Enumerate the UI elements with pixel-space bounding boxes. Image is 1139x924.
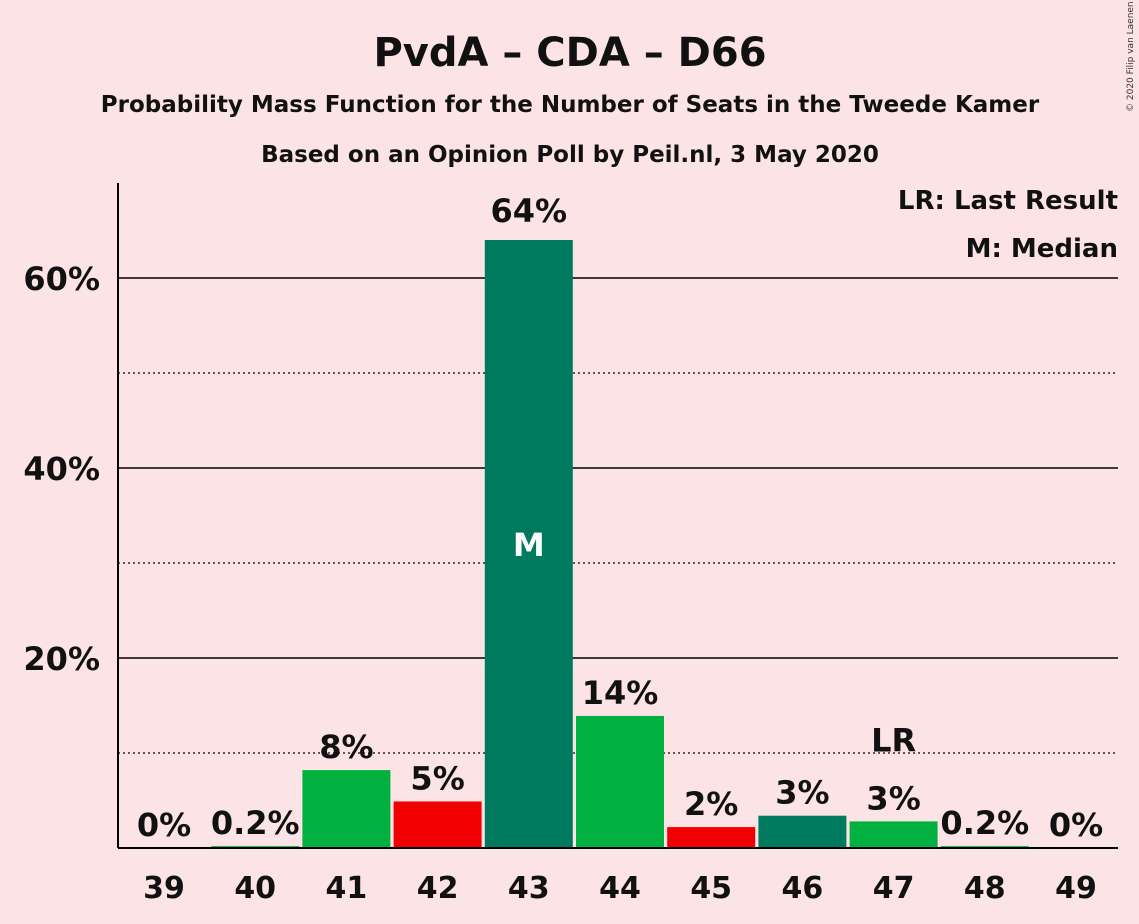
copyright-credit: © 2020 Filip van Laenen: [1126, 1, 1136, 112]
data-label-48: 0.2%: [940, 804, 1029, 842]
data-label-43: 64%: [491, 192, 568, 230]
data-label-44: 14%: [582, 674, 659, 712]
x-tick-label-40: 40: [234, 871, 276, 906]
y-tick-label-20: 20%: [23, 640, 100, 678]
x-tick-label-39: 39: [143, 871, 185, 906]
labels: 20% 40% 60% 0% 39 0.2% 40 8% 41 5% 42 64% 43 M 14% 44 2%…: [23, 192, 1103, 906]
bar-44: [576, 715, 664, 848]
x-tick-label-41: 41: [326, 871, 368, 906]
bar-41: [302, 770, 391, 848]
data-label-47: 3%: [866, 779, 920, 817]
x-tick-label-44: 44: [599, 871, 641, 906]
x-tick-label-47: 47: [873, 871, 915, 906]
data-label-39: 0%: [137, 806, 191, 844]
legend-median: M: Median: [966, 234, 1118, 264]
bar-42: [393, 801, 482, 848]
axes: [117, 183, 1118, 849]
x-tick-label-49: 49: [1055, 871, 1097, 906]
data-label-40: 0.2%: [211, 804, 300, 842]
bars: [211, 240, 1029, 848]
chart-subtitle: Probability Mass Function for the Number…: [101, 92, 1040, 118]
data-label-41: 8%: [319, 728, 373, 766]
x-tick-label-48: 48: [964, 871, 1006, 906]
bar-45: [667, 827, 756, 848]
y-tick-label-60: 60%: [23, 260, 100, 298]
x-tick-label-42: 42: [417, 871, 459, 906]
median-marker: M: [513, 526, 545, 564]
x-tick-label-43: 43: [508, 871, 550, 906]
x-tick-label-45: 45: [690, 871, 732, 906]
chart-subtitle-poll: Based on an Opinion Poll by Peil.nl, 3 M…: [261, 142, 879, 168]
bar-43: [484, 240, 573, 848]
grid-lines: [118, 277, 1118, 754]
last-result-marker: LR: [871, 721, 916, 759]
bar-46: [758, 815, 847, 848]
legend-last-result: LR: Last Result: [898, 186, 1118, 216]
y-tick-label-40: 40%: [23, 450, 100, 488]
x-tick-label-46: 46: [782, 871, 824, 906]
bar-47: [849, 821, 938, 848]
chart-title: PvdA – CDA – D66: [373, 30, 766, 76]
data-label-45: 2%: [684, 785, 738, 823]
data-label-49: 0%: [1049, 806, 1103, 844]
data-label-42: 5%: [410, 759, 464, 797]
data-label-46: 3%: [775, 774, 829, 812]
